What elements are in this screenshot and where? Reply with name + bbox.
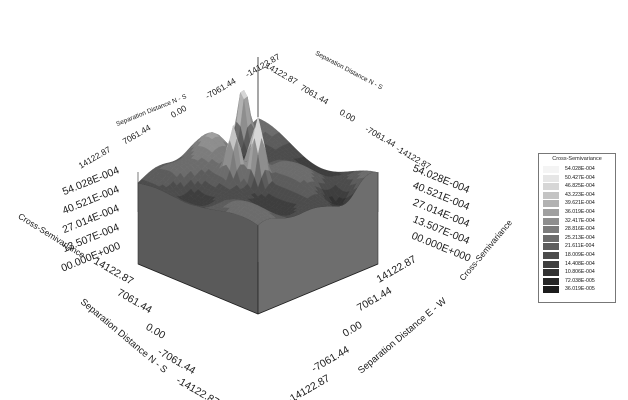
legend-entry: 28.816E-004 xyxy=(543,226,613,234)
legend-swatch xyxy=(543,252,559,259)
legend-label: 32.417E-004 xyxy=(565,217,595,224)
legend-swatch xyxy=(543,174,559,182)
legend-swatch xyxy=(543,234,559,242)
y-tick-label: 7061.44 xyxy=(115,287,154,316)
legend-entry: 50.427E-004 xyxy=(543,174,613,182)
legend-label: 28.816E-004 xyxy=(565,226,595,233)
back-right-tick-label: 0.00 xyxy=(338,107,358,124)
x-tick-label: -7061.44 xyxy=(310,344,352,375)
legend-entry: 21.611E-004 xyxy=(543,243,613,251)
legend-entry: 10.806E-004 xyxy=(543,269,613,277)
legend-label: 14.408E-004 xyxy=(565,260,595,267)
legend-entry: 25.213E-004 xyxy=(543,234,613,242)
legend-entry: 32.417E-004 xyxy=(543,217,613,225)
legend-swatch xyxy=(543,217,559,225)
legend-label: 36.019E-005 xyxy=(565,286,595,293)
legend-label: 46.825E-004 xyxy=(565,183,595,190)
legend-swatch xyxy=(543,226,559,234)
back-right-tick-label: 7061.44 xyxy=(299,82,331,106)
x-tick-label: 14122.87 xyxy=(375,253,419,285)
back-right-tick-label: -7061.44 xyxy=(363,124,397,150)
x-tick-label: -14122.87 xyxy=(285,372,332,400)
legend-label: 18.009E-004 xyxy=(565,252,595,258)
back-left-tick-label: -7061.44 xyxy=(203,76,237,102)
x-tick-label: 0.00 xyxy=(341,319,365,340)
legend-label: 25.213E-004 xyxy=(565,234,595,241)
legend-title: Cross-Semivariance xyxy=(552,156,602,162)
legend-entry: 36.019E-005 xyxy=(543,286,613,294)
legend-entry: 36.019E-004 xyxy=(543,209,613,216)
legend-label: 36.019E-004 xyxy=(565,209,595,215)
surface-cell xyxy=(254,219,262,226)
legend-swatch xyxy=(543,200,559,208)
legend-label: 10.806E-004 xyxy=(565,269,595,276)
back-right-axis-label: Separation Distance N - S xyxy=(314,50,384,92)
legend-swatch xyxy=(543,277,559,285)
y-tick-label: -14122.87 xyxy=(174,374,221,400)
legend-swatch xyxy=(543,191,559,199)
y-tick-label: 0.00 xyxy=(144,321,168,342)
legend-swatch xyxy=(543,243,559,251)
legend-entry: 54.028E-004 xyxy=(543,166,613,173)
legend-entry: 14.408E-004 xyxy=(543,260,613,268)
surface-mesh xyxy=(137,89,379,315)
legend-swatch xyxy=(543,286,559,294)
legend-label: 50.427E-004 xyxy=(565,174,595,181)
legend-swatch xyxy=(543,183,559,191)
color-legend: Cross-Semivariance 54.028E-004 50.427E-00… xyxy=(538,153,616,303)
x-tick-label: 7061.44 xyxy=(355,285,394,314)
legend-label: 21.611E-004 xyxy=(565,243,595,250)
legend-swatch xyxy=(543,269,559,277)
legend-label: 54.028E-004 xyxy=(565,166,595,172)
legend-swatch xyxy=(543,260,559,268)
legend-label: 72.038E-005 xyxy=(565,277,595,284)
back-left-tick-label: 7061.44 xyxy=(121,122,153,146)
legend-label: 39.621E-004 xyxy=(565,200,595,207)
legend-entry: 18.009E-004 xyxy=(543,252,613,259)
back-left-tick-label: 14122.87 xyxy=(77,144,113,171)
back-right-tick-label: 14122.87 xyxy=(264,60,300,87)
legend-entry: 43.223E-004 xyxy=(543,191,613,199)
legend-swatch xyxy=(543,209,559,216)
legend-entry: 46.825E-004 xyxy=(543,183,613,191)
legend-entry: 72.038E-005 xyxy=(543,277,613,285)
legend-entry: 39.621E-004 xyxy=(543,200,613,208)
legend-label: 43.223E-004 xyxy=(565,191,595,198)
legend-swatch xyxy=(543,166,559,173)
